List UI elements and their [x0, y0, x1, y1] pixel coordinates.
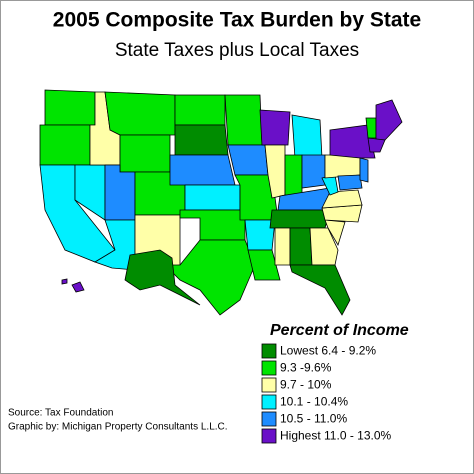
state [264, 144, 286, 199]
legend-swatch [261, 411, 277, 427]
state [71, 281, 85, 293]
state [365, 117, 377, 139]
source: Source: Tax Foundation [8, 408, 113, 419]
title: 2005 Composite Tax Burden by State [53, 9, 421, 32]
state [227, 144, 269, 176]
legend-swatch [261, 343, 277, 359]
state [301, 154, 326, 189]
state [375, 99, 403, 141]
state [367, 137, 386, 153]
subtitle: State Taxes plus Local Taxes [115, 40, 359, 61]
legend-swatch [261, 428, 277, 444]
state [359, 157, 369, 183]
state [289, 264, 351, 316]
legend-label: Highest 11.0 - 13.0% [280, 429, 392, 443]
state [224, 94, 263, 146]
credit: Graphic by: Michigan Property Consultant… [8, 422, 228, 433]
legend-label: 9.3 -9.6% [280, 361, 332, 375]
state [324, 219, 346, 246]
state [104, 164, 136, 221]
state [104, 91, 176, 136]
state [269, 209, 331, 229]
state [124, 249, 201, 306]
state [329, 124, 376, 159]
state [119, 134, 171, 173]
state [274, 227, 291, 266]
legend-label: 10.5 - 11.0% [280, 412, 347, 426]
state [337, 174, 363, 191]
state [259, 109, 291, 146]
state [174, 94, 226, 126]
legend-swatch [261, 360, 277, 376]
state [284, 154, 303, 196]
state [174, 124, 229, 156]
legend-label: Lowest 6.4 - 9.2% [280, 344, 376, 358]
state [184, 184, 241, 211]
state [61, 278, 68, 285]
state [324, 154, 361, 179]
state [39, 124, 91, 166]
legend-label: 9.7 - 10% [280, 378, 332, 392]
state [169, 154, 236, 186]
state [291, 114, 323, 159]
us-map [39, 89, 403, 316]
state [44, 89, 96, 126]
state [309, 227, 339, 266]
legend-swatch [261, 394, 277, 410]
state [289, 227, 313, 266]
state [247, 249, 281, 281]
legend-label: 10.1 - 10.4% [280, 395, 348, 409]
legend-swatch [261, 377, 277, 393]
legend-title: Percent of Income [270, 322, 409, 339]
legend: Lowest 6.4 - 9.2% 9.3 -9.6% 9.7 - 10% 10.1 … [261, 343, 392, 444]
